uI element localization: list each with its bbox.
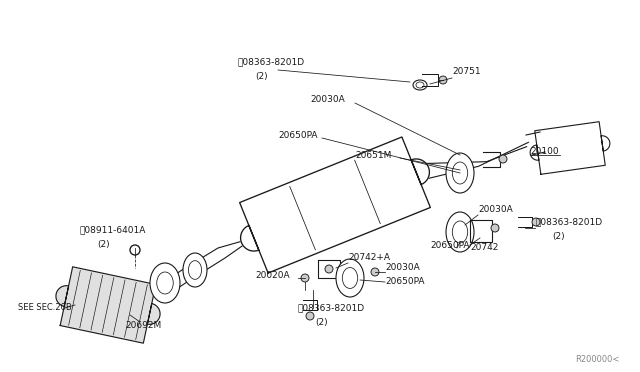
Text: 20030A: 20030A [310, 96, 345, 105]
Text: Ⓝ08363-8201D: Ⓝ08363-8201D [535, 218, 602, 227]
Ellipse shape [183, 253, 207, 287]
Text: Ⓞ08911-6401A: Ⓞ08911-6401A [80, 225, 147, 234]
Circle shape [491, 224, 499, 232]
Text: 20030A: 20030A [385, 263, 420, 273]
Text: (2): (2) [97, 241, 109, 250]
Text: 20651M: 20651M [355, 151, 392, 160]
Circle shape [499, 155, 507, 163]
Polygon shape [56, 267, 160, 343]
Text: 20742: 20742 [470, 244, 499, 253]
Text: (2): (2) [552, 232, 564, 241]
Text: 20751: 20751 [452, 67, 481, 77]
Text: (2): (2) [255, 73, 268, 81]
Text: Ⓝ08363-8201D: Ⓝ08363-8201D [238, 58, 305, 67]
Ellipse shape [446, 153, 474, 193]
Text: 20030A: 20030A [478, 205, 513, 215]
Text: 20100: 20100 [530, 148, 559, 157]
Ellipse shape [446, 212, 474, 252]
Ellipse shape [336, 259, 364, 297]
Circle shape [306, 312, 314, 320]
Text: 20650PA: 20650PA [430, 241, 470, 250]
Text: Ⓝ08363-8201D: Ⓝ08363-8201D [298, 304, 365, 312]
Text: R200000<: R200000< [575, 356, 620, 365]
Circle shape [325, 265, 333, 273]
Ellipse shape [150, 263, 180, 303]
Text: (2): (2) [315, 318, 328, 327]
Text: 20742+A: 20742+A [348, 253, 390, 263]
Circle shape [439, 76, 447, 84]
Text: 20020A: 20020A [255, 270, 290, 279]
Circle shape [371, 268, 379, 276]
Text: SEE SEC.20B: SEE SEC.20B [18, 304, 72, 312]
Text: 20692M: 20692M [125, 321, 161, 330]
Polygon shape [239, 137, 430, 273]
Circle shape [532, 218, 540, 226]
Text: 20650PA: 20650PA [278, 131, 317, 140]
Polygon shape [530, 122, 610, 174]
Circle shape [130, 245, 140, 255]
Circle shape [301, 274, 309, 282]
Text: 20650PA: 20650PA [385, 278, 424, 286]
